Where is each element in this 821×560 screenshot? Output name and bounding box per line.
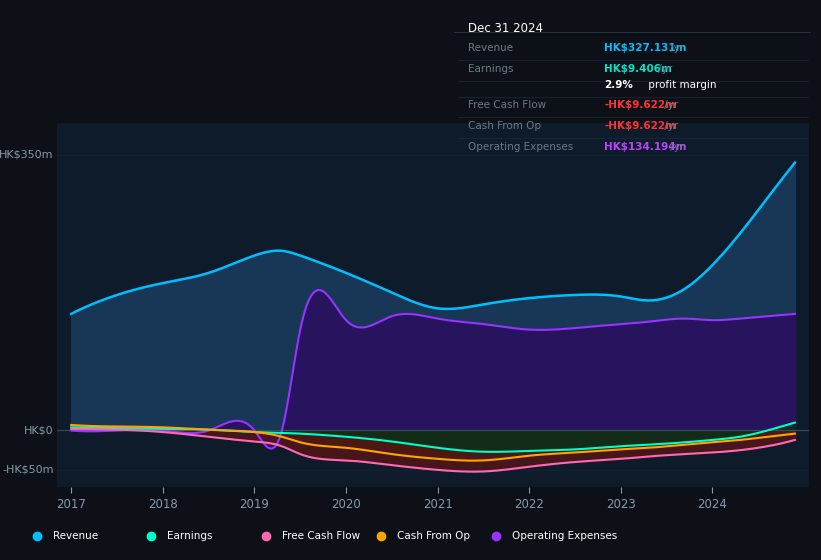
Text: Revenue: Revenue — [468, 43, 513, 53]
Text: /yr: /yr — [655, 64, 672, 74]
Text: /yr: /yr — [661, 121, 678, 131]
Text: Operating Expenses: Operating Expenses — [468, 142, 574, 152]
Text: Cash From Op: Cash From Op — [468, 121, 541, 131]
Text: 2.9%: 2.9% — [604, 81, 633, 90]
Text: HK$350m: HK$350m — [0, 150, 53, 160]
Text: -HK$9.622m: -HK$9.622m — [604, 100, 676, 110]
Text: /yr: /yr — [661, 100, 678, 110]
Text: HK$134.194m: HK$134.194m — [604, 142, 686, 152]
Text: Free Cash Flow: Free Cash Flow — [282, 531, 360, 541]
Text: -HK$9.622m: -HK$9.622m — [604, 121, 676, 131]
Text: HK$9.406m: HK$9.406m — [604, 64, 672, 74]
Text: /yr: /yr — [667, 142, 684, 152]
Text: HK$0: HK$0 — [24, 426, 53, 436]
Text: -HK$50m: -HK$50m — [2, 465, 53, 475]
Text: Earnings: Earnings — [167, 531, 213, 541]
Text: Revenue: Revenue — [53, 531, 98, 541]
Text: profit margin: profit margin — [645, 81, 717, 90]
Text: Earnings: Earnings — [468, 64, 514, 74]
Text: /yr: /yr — [667, 43, 684, 53]
Text: Operating Expenses: Operating Expenses — [512, 531, 617, 541]
Text: Cash From Op: Cash From Op — [397, 531, 470, 541]
Text: Free Cash Flow: Free Cash Flow — [468, 100, 547, 110]
Text: Dec 31 2024: Dec 31 2024 — [468, 22, 544, 35]
Text: HK$327.131m: HK$327.131m — [604, 43, 686, 53]
